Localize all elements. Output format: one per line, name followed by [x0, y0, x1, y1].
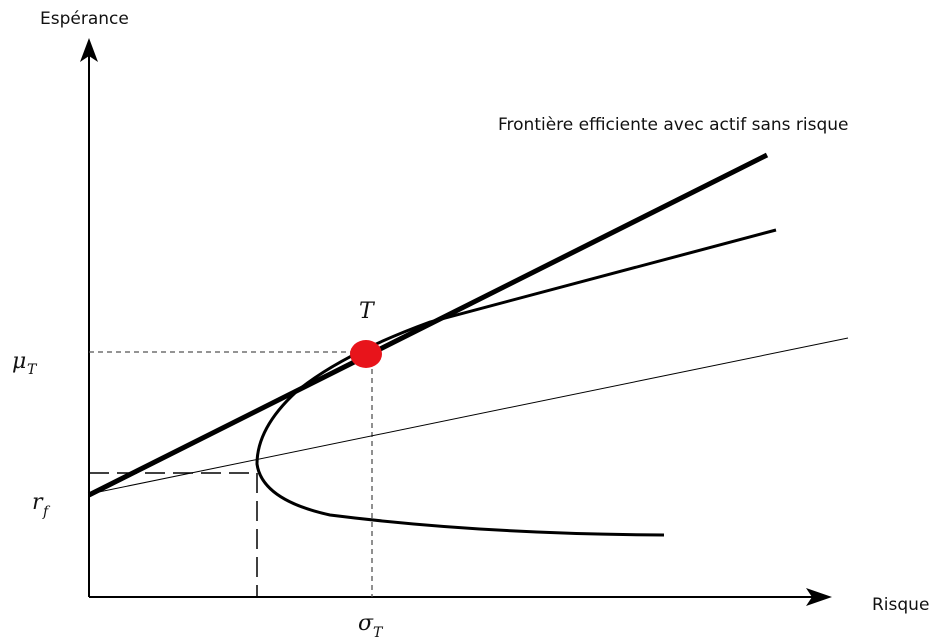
sigma-t-sub: T [373, 625, 384, 640]
x-axis-title: Risque [872, 595, 929, 615]
mu-t-base: μ [12, 349, 26, 374]
sigma-t-base: σ [358, 611, 374, 636]
sigma-t-marker: σ T [358, 611, 384, 640]
rf-base: r [32, 490, 44, 515]
mu-t-marker: μ T [12, 349, 38, 378]
inefficient-capital-line [88, 337, 849, 495]
x-axis-arrow [806, 588, 832, 606]
rf-sub: f [42, 504, 51, 520]
y-axis-title: Espérance [40, 9, 129, 29]
rf-marker: r f [32, 490, 51, 520]
mu-t-sub: T [27, 362, 38, 378]
efficient-frontier-label: Frontière efficiente avec actif sans ris… [498, 115, 849, 135]
risky-assets-frontier [255, 228, 777, 537]
y-axis-arrow [80, 38, 98, 62]
tangency-point [350, 340, 382, 368]
tangency-point-label: T [359, 299, 376, 324]
capital-market-line [87, 152, 769, 498]
